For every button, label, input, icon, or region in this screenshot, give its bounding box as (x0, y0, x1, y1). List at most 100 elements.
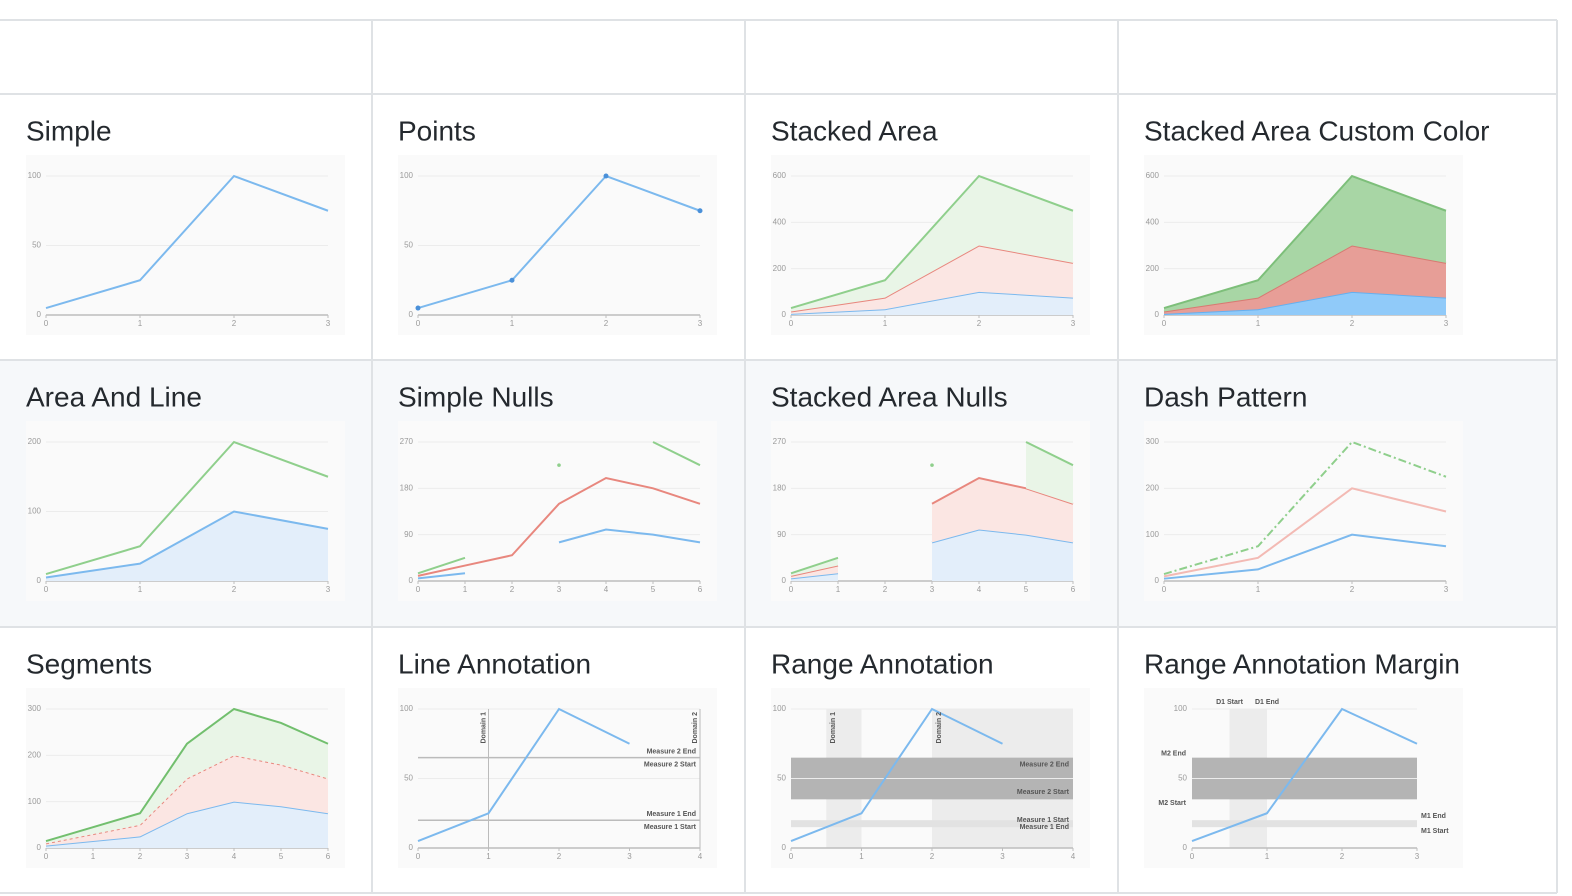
chart-title: Simple Nulls (398, 381, 554, 412)
x-tick-label: 0 (1162, 585, 1167, 594)
chart-title: Line Annotation (398, 648, 591, 679)
y-tick-label: 0 (782, 576, 787, 585)
x-tick-label: 2 (510, 585, 515, 594)
table-grid (0, 19, 1558, 894)
measure-start-label: Measure 2 Start (1017, 789, 1070, 796)
area (1026, 442, 1073, 504)
y-tick-label: 200 (1146, 483, 1160, 492)
x-tick-label: 1 (883, 319, 888, 328)
y-tick-label: 50 (777, 774, 786, 783)
measure-start-label: M1 Start (1421, 828, 1449, 835)
x-tick-label: 3 (557, 585, 562, 594)
y-tick-label: 200 (28, 750, 42, 759)
y-tick-label: 100 (28, 797, 42, 806)
line (45, 510, 329, 579)
measure-start-label: Measure 2 Start (644, 761, 697, 768)
y-tick-label: 200 (1146, 264, 1160, 273)
measure-range (791, 820, 1073, 828)
line (652, 441, 701, 467)
x-tick-label: 1 (1265, 852, 1270, 861)
chart-title: Stacked Area Nulls (771, 381, 1008, 412)
chart-title: Simple (26, 115, 112, 146)
line (1163, 174, 1447, 310)
line (790, 707, 1003, 842)
point (557, 463, 561, 467)
domain-label: Domain 1 (480, 712, 487, 744)
chart: Area And Line 0 100 200 0 1 2 3 (26, 381, 345, 601)
point (603, 173, 609, 179)
x-tick-label: 0 (1162, 319, 1167, 328)
y-tick-label: 270 (400, 437, 414, 446)
chart: Segments 0 100 200 300 0 1 2 3 4 5 6 (26, 648, 345, 868)
x-tick-label: 3 (1444, 585, 1449, 594)
line (417, 476, 701, 577)
measure-end-label: Measure 1 End (647, 811, 696, 818)
x-tick-label: 3 (1071, 319, 1076, 328)
x-tick-label: 4 (1071, 852, 1076, 861)
x-tick-label: 1 (138, 585, 143, 594)
x-tick-label: 0 (416, 319, 421, 328)
chart-background (398, 421, 717, 601)
line (1191, 707, 1418, 842)
line (790, 564, 839, 577)
x-tick-label: 0 (44, 585, 49, 594)
x-tick-label: 3 (930, 585, 935, 594)
y-tick-label: 0 (782, 843, 787, 852)
x-tick-label: 1 (510, 319, 515, 328)
chart: Stacked Area Nulls 0 90 180 270 0 1 2 3 4 5 6 (771, 381, 1090, 601)
y-tick-label: 100 (773, 704, 787, 713)
x-tick-label: 2 (930, 852, 935, 861)
line (417, 556, 466, 575)
chart: Points 0 50 100 0 1 2 3 (398, 115, 717, 335)
y-tick-label: 50 (404, 774, 413, 783)
x-tick-label: 0 (1190, 852, 1195, 861)
measure-end-label: Measure 2 End (1020, 761, 1069, 768)
x-tick-label: 6 (698, 585, 703, 594)
x-tick-label: 0 (44, 852, 49, 861)
line (417, 707, 630, 842)
y-tick-label: 90 (777, 530, 786, 539)
chart: Range Annotation 0 50 100 0 1 2 3 4 Domain 1 Domai… (771, 648, 1090, 868)
measure-end-label: M1 End (1421, 813, 1446, 820)
x-tick-label: 1 (463, 585, 468, 594)
line (417, 174, 701, 310)
y-tick-label: 0 (37, 310, 42, 319)
measure-end-label: M2 End (1161, 750, 1186, 757)
x-tick-label: 2 (883, 585, 888, 594)
area (791, 176, 1073, 312)
y-tick-label: 200 (773, 264, 787, 273)
area (46, 709, 328, 844)
line (1163, 533, 1447, 580)
x-tick-label: 2 (1350, 319, 1355, 328)
x-tick-label: 2 (232, 585, 237, 594)
x-tick-label: 1 (91, 852, 96, 861)
y-tick-label: 180 (400, 483, 414, 492)
chart-title: Range Annotation Margin (1144, 648, 1460, 679)
area (1164, 291, 1446, 315)
x-tick-label: 1 (836, 585, 841, 594)
y-tick-label: 100 (1174, 704, 1188, 713)
area (46, 755, 328, 846)
line (790, 572, 839, 580)
y-tick-label: 0 (37, 576, 42, 585)
line (1163, 440, 1447, 576)
x-tick-label: 0 (416, 585, 421, 594)
x-tick-label: 2 (232, 319, 237, 328)
x-tick-label: 0 (789, 319, 794, 328)
line (45, 174, 329, 310)
chart-title: Range Annotation (771, 648, 994, 679)
x-tick-label: 0 (44, 319, 49, 328)
x-tick-label: 1 (859, 852, 864, 861)
chart: Line Annotation 0 50 100 0 1 2 3 4 Domain 1 Domain… (398, 648, 717, 868)
chart: Stacked Area Custom Color 0 200 400 600 0 1 2 3 (1144, 115, 1490, 335)
y-tick-label: 0 (409, 843, 414, 852)
chart-title: Points (398, 115, 476, 146)
chart: Range Annotation Margin 0 50 100 0 1 2 3 D1 Star… (1144, 648, 1463, 868)
y-tick-label: 0 (1183, 843, 1188, 852)
domain-label: Domain 1 (830, 712, 837, 744)
chart: Stacked Area 0 200 400 600 0 1 2 3 (771, 115, 1090, 335)
y-tick-label: 100 (400, 704, 414, 713)
line (417, 572, 466, 580)
y-tick-label: 90 (404, 530, 413, 539)
area (932, 529, 1073, 581)
